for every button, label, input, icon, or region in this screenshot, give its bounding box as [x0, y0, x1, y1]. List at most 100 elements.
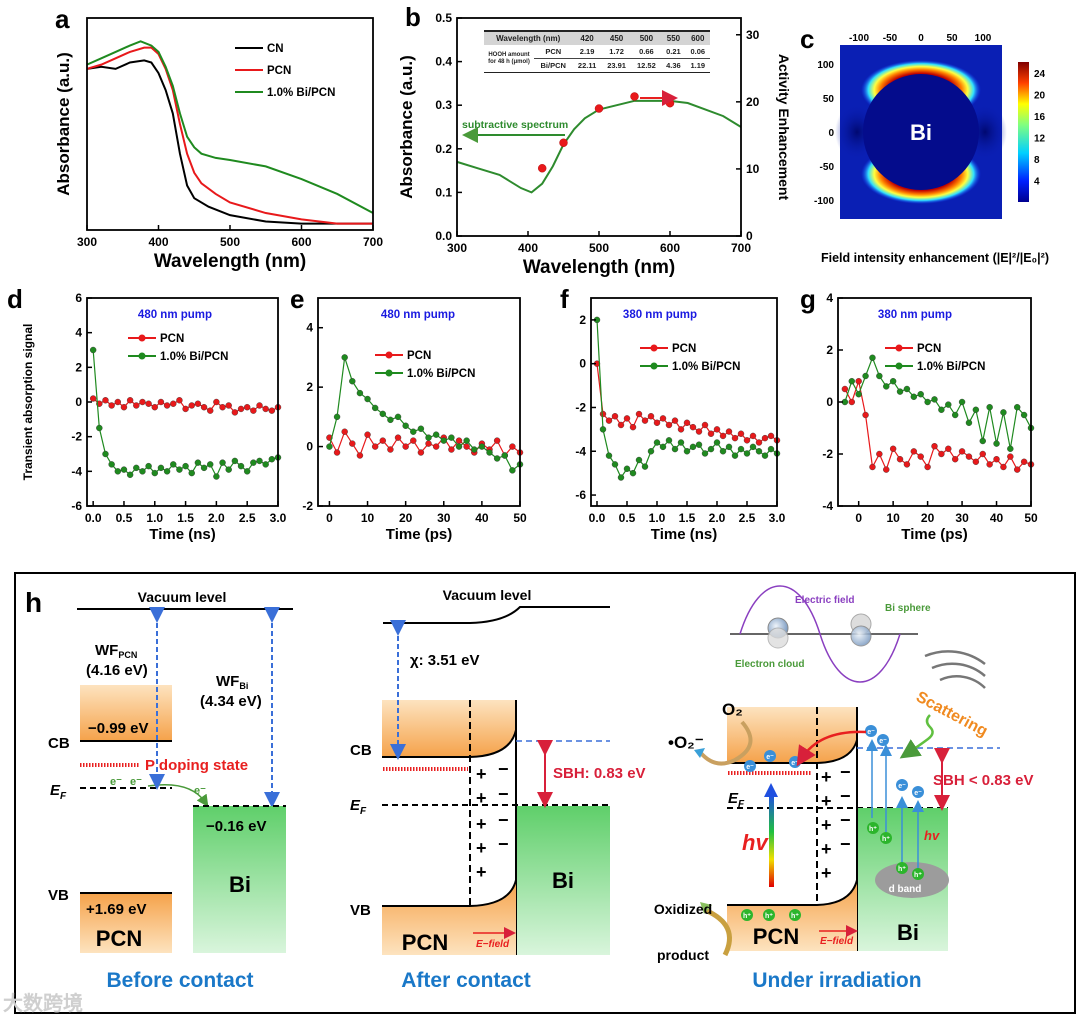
pcn-label: PCN: [402, 930, 448, 955]
data-point: [958, 398, 966, 406]
inset-cell: 1.19: [685, 58, 710, 72]
o2-reduction-arrow: [698, 720, 753, 766]
data-point: [896, 388, 904, 395]
space-charges: + + + + + − − − −: [821, 762, 851, 883]
data-point: [1014, 404, 1021, 411]
data-point: [617, 474, 625, 481]
x-tick-label: 20: [921, 511, 935, 525]
data-point: [1020, 411, 1028, 419]
data-point: [653, 419, 661, 426]
x-tick-label: 50: [513, 511, 527, 525]
y-tick-label: 4: [306, 321, 313, 335]
data-point: [326, 443, 333, 450]
minus-charge: −: [840, 810, 851, 830]
data-point: [333, 413, 341, 421]
data-point: [333, 449, 341, 456]
data-point: [114, 398, 122, 406]
data-point: [876, 450, 883, 458]
y2-tick-label: 30: [746, 28, 760, 42]
data-point: [268, 456, 276, 463]
p-doping-label: P doping state: [145, 757, 248, 774]
x-tick-label: 0.0: [589, 511, 606, 525]
data-point: [371, 443, 379, 450]
data-point: [629, 423, 637, 431]
data-point: [356, 389, 364, 397]
heatmap-x-tick: 50: [946, 33, 958, 44]
data-point: [761, 434, 769, 442]
legend-label: 1.0% Bi/PCN: [407, 368, 475, 380]
legend-label: 1.0% Bi/PCN: [160, 351, 228, 363]
heatmap-x-tick: -100: [849, 33, 869, 44]
series-line-1: [92, 349, 279, 478]
data-point: [448, 434, 455, 441]
data-point: [965, 419, 973, 426]
plot-frame: [86, 17, 374, 231]
inset-cell: 1.72: [609, 47, 624, 56]
data-point: [689, 423, 697, 431]
data-point: [767, 432, 775, 440]
inset-cell: 0.06: [690, 47, 706, 56]
data-point: [425, 440, 432, 447]
data-point: [635, 456, 643, 464]
electron-cloud-label: Electron cloud: [735, 659, 804, 670]
efield-label: E−field: [476, 939, 510, 950]
data-point: [695, 428, 703, 435]
plus-charge: +: [476, 862, 487, 882]
legend-marker: [650, 344, 658, 352]
fermi-label: EF: [350, 797, 367, 817]
data-point: [455, 443, 463, 450]
x-tick-label: 600: [660, 241, 680, 255]
bi-label: Bi: [229, 872, 251, 897]
data-point: [139, 398, 146, 406]
x-axis-label: Time (ns): [149, 526, 215, 543]
x-tick-label: 2.0: [709, 511, 726, 525]
pump-annotation: 380 nm pump: [878, 309, 952, 321]
data-point: [379, 437, 386, 444]
data-point: [979, 437, 986, 445]
data-point: [349, 440, 356, 447]
heatmap-y-tick: 50: [823, 94, 835, 105]
data-point: [605, 452, 613, 459]
inset-cell: 0.21: [666, 47, 681, 56]
data-point: [471, 446, 478, 453]
data-point: [256, 402, 263, 409]
colorbar-tick: 4: [1034, 176, 1040, 187]
panel-label-b: b: [405, 2, 421, 32]
y2-tick-label: 0: [746, 229, 753, 243]
minus-charge: −: [840, 786, 851, 806]
colorbar-tick: 8: [1034, 155, 1040, 166]
x-tick-label: 300: [447, 241, 467, 255]
data-point: [903, 385, 911, 393]
hv-label-pcn: hv: [742, 830, 769, 855]
data-point: [841, 385, 849, 393]
cb-value: −0.99 eV: [88, 720, 148, 737]
y-tick-label: 6: [75, 291, 82, 305]
panel-h-diagram: h 大数跨境 Vacuum level −0.99 eV CB P doping…: [3, 572, 1076, 1015]
heatmap-y-tick: -100: [814, 196, 834, 207]
inset-row-pcn: HOOH amount for 48 h (μmol) PCN 2.19 1.7…: [484, 45, 710, 65]
hv-label-bi: hv: [924, 828, 940, 843]
legend-label: PCN: [672, 343, 696, 355]
data-point: [455, 437, 463, 444]
data-point: [163, 468, 171, 475]
data-point: [695, 441, 703, 448]
y-tick-label: -4: [822, 499, 833, 513]
heatmap-x-tick: -50: [883, 33, 898, 44]
x-tick-label: 400: [518, 241, 538, 255]
cb-label: CB: [350, 742, 372, 759]
data-point: [213, 473, 220, 480]
panel-label-e: e: [290, 284, 304, 314]
o2-label: O₂: [722, 700, 743, 719]
plus-charge: +: [821, 767, 832, 787]
hole: h⁺: [765, 913, 773, 920]
vb-bent-edge: [727, 879, 858, 906]
o2-reduction-arrowhead: [694, 748, 705, 758]
data-point: [364, 431, 371, 438]
series-line-1: [86, 46, 373, 225]
inset-cell: 4.36: [661, 58, 686, 72]
data-point: [647, 448, 655, 455]
data-point: [126, 397, 134, 404]
data-point: [89, 346, 97, 354]
scattering-waves: [924, 650, 986, 689]
inset-row-bipcn: Bi/PCN 22.11 23.91 12.52 4.36 1.19: [484, 58, 710, 72]
